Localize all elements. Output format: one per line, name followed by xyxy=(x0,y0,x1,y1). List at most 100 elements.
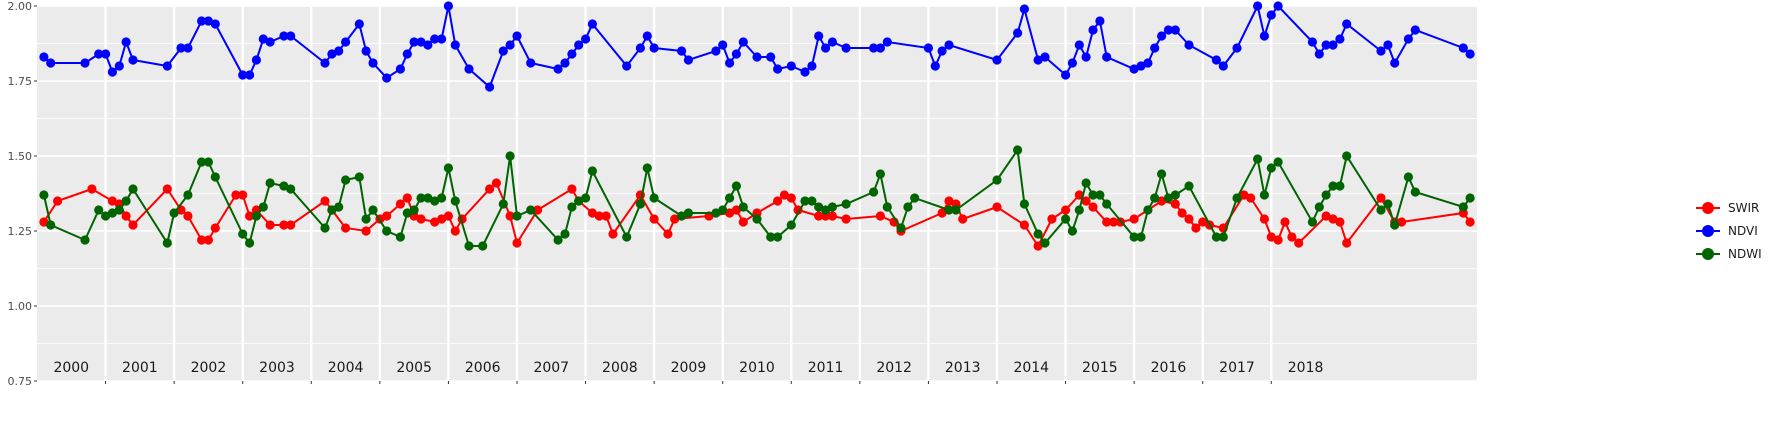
data-point xyxy=(683,55,694,65)
year-label: 2013 xyxy=(945,360,981,376)
data-point xyxy=(402,193,412,203)
data-point xyxy=(94,205,104,215)
data-point xyxy=(1321,190,1331,200)
data-point xyxy=(1013,28,1023,38)
data-point xyxy=(1129,214,1139,224)
data-point xyxy=(1259,190,1269,200)
data-point xyxy=(80,58,90,68)
data-point xyxy=(779,190,790,200)
data-point xyxy=(1129,64,1139,74)
data-point xyxy=(649,43,659,53)
data-point xyxy=(1294,238,1304,248)
data-point xyxy=(416,193,426,203)
data-point xyxy=(245,238,255,248)
data-point xyxy=(1376,205,1386,215)
data-point xyxy=(320,58,330,68)
data-point xyxy=(1102,199,1112,209)
data-point xyxy=(1335,181,1345,191)
data-point xyxy=(731,49,742,59)
data-point xyxy=(581,34,591,44)
data-point xyxy=(567,184,577,194)
data-point xyxy=(814,202,824,212)
data-point xyxy=(1019,220,1029,230)
data-point xyxy=(1253,154,1263,164)
data-point xyxy=(1150,193,1160,203)
data-point xyxy=(1170,199,1180,209)
data-point xyxy=(251,55,261,65)
data-point xyxy=(423,40,433,50)
data-point xyxy=(128,220,138,230)
data-point xyxy=(1465,217,1475,227)
data-point xyxy=(368,58,378,68)
data-point xyxy=(1081,52,1091,62)
data-point xyxy=(1102,52,1112,62)
data-point xyxy=(1259,31,1269,41)
data-point xyxy=(1458,202,1468,212)
data-point xyxy=(635,199,646,209)
data-point xyxy=(505,40,515,50)
data-point xyxy=(238,70,248,80)
data-point xyxy=(1342,151,1352,161)
data-point xyxy=(121,196,131,206)
data-point xyxy=(53,196,63,206)
data-point xyxy=(1150,43,1160,53)
legend-item-swir: SWIR xyxy=(1696,196,1766,219)
data-point xyxy=(176,43,186,53)
data-point xyxy=(162,238,172,248)
data-point xyxy=(1342,19,1352,29)
data-point xyxy=(1088,190,1098,200)
data-point xyxy=(1095,190,1105,200)
data-point xyxy=(450,40,460,50)
data-point xyxy=(786,193,796,203)
data-point xyxy=(821,43,831,53)
data-point xyxy=(1307,217,1317,227)
data-point xyxy=(567,49,577,59)
data-point xyxy=(1088,25,1098,35)
data-point xyxy=(718,40,728,50)
data-point xyxy=(1033,241,1043,251)
data-point xyxy=(437,34,447,44)
data-point xyxy=(334,46,344,56)
data-point xyxy=(1067,58,1077,68)
data-point xyxy=(1232,43,1242,53)
data-point xyxy=(464,64,474,74)
data-point xyxy=(114,205,124,215)
data-point xyxy=(498,46,508,56)
y-tick-label: 1.75 xyxy=(8,75,33,88)
data-point xyxy=(773,196,783,206)
data-point xyxy=(670,214,680,224)
data-point xyxy=(738,37,748,47)
data-point xyxy=(574,196,584,206)
year-label: 2015 xyxy=(1082,360,1118,376)
data-point xyxy=(430,217,440,227)
data-point xyxy=(1019,4,1029,14)
year-label: 2005 xyxy=(396,360,432,376)
data-point xyxy=(183,211,193,221)
data-point xyxy=(87,184,97,194)
data-point xyxy=(587,208,598,218)
data-point xyxy=(485,82,495,92)
data-point xyxy=(1061,214,1071,224)
data-point xyxy=(101,49,111,59)
data-point xyxy=(738,217,748,227)
data-point xyxy=(930,61,940,71)
data-point xyxy=(437,193,447,203)
data-point xyxy=(197,157,207,167)
series-ndvi xyxy=(39,1,1475,92)
data-point xyxy=(245,70,255,80)
data-point xyxy=(1211,232,1221,242)
data-point xyxy=(1019,199,1029,209)
data-point xyxy=(827,202,838,212)
data-point xyxy=(882,37,892,47)
year-label: 2003 xyxy=(259,360,295,376)
data-point xyxy=(1390,58,1400,68)
data-point xyxy=(341,223,351,233)
data-point xyxy=(128,55,138,65)
data-point xyxy=(587,19,598,29)
data-point xyxy=(341,37,351,47)
data-point xyxy=(80,235,90,245)
data-point xyxy=(210,172,220,182)
data-point xyxy=(395,199,405,209)
year-label: 2017 xyxy=(1219,360,1255,376)
data-point xyxy=(560,58,570,68)
